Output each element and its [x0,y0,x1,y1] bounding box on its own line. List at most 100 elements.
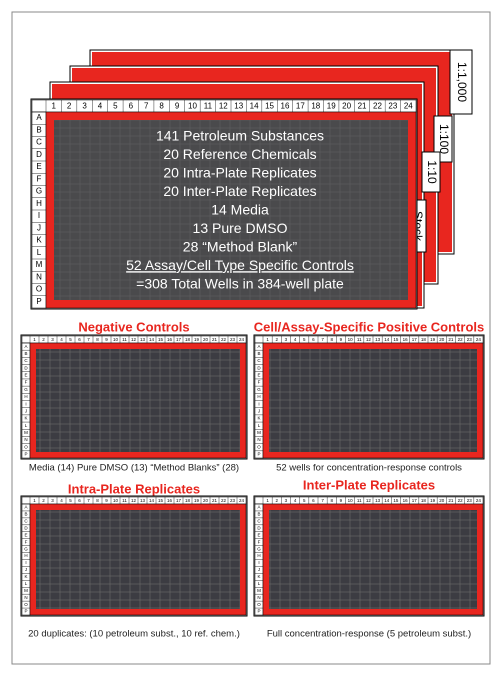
col-label: 18 [421,498,427,503]
col-label: 20 [439,498,445,503]
row-label: H [24,394,27,399]
col-label: 15 [158,498,164,503]
row-label: H [36,199,42,208]
col-label: 20 [439,337,445,342]
col-label: 21 [212,337,218,342]
row-label: N [257,437,260,442]
col-label: 24 [404,102,413,111]
col-label: 15 [393,498,399,503]
col-label: 12 [219,102,228,111]
row-label: E [24,532,27,537]
summary-line: =308 Total Wells in 384-well plate [136,276,344,292]
col-label: 13 [234,102,243,111]
col-label: 5 [69,498,72,503]
row-label: P [257,452,260,457]
row-label: C [257,358,261,363]
col-label: 9 [340,498,343,503]
row-label: I [38,211,40,220]
panel-title: Cell/Assay-Specific Positive Controls [254,319,484,334]
col-label: 6 [312,337,315,342]
row-label: B [24,512,27,517]
col-label: 24 [476,337,482,342]
col-label: 21 [358,102,367,111]
row-label: A [24,344,27,349]
col-label: 13 [140,337,146,342]
col-label: 22 [458,498,464,503]
row-label: J [258,567,260,572]
col-label: 13 [375,498,381,503]
row-label: I [25,560,26,565]
col-label: 18 [311,102,320,111]
col-label: 8 [96,337,99,342]
col-label: 23 [467,498,473,503]
col-label: 4 [60,337,63,342]
row-label: D [257,525,261,530]
col-label: 8 [96,498,99,503]
col-label: 16 [281,102,290,111]
row-label: K [24,416,27,421]
col-label: 3 [51,498,54,503]
row-label: H [24,553,27,558]
row-label: G [257,387,261,392]
row-label: P [36,297,41,306]
col-label: 20 [342,102,351,111]
row-label: G [257,546,261,551]
summary-line: 52 Assay/Cell Type Specific Controls [126,257,354,273]
col-label: 16 [167,337,173,342]
row-label: E [257,532,260,537]
col-label: 6 [312,498,315,503]
col-label: 5 [303,498,306,503]
col-label: 14 [149,337,155,342]
row-label: C [36,138,42,147]
col-label: 4 [60,498,63,503]
row-label: E [36,162,41,171]
summary-shade [54,120,408,300]
row-label: L [258,581,261,586]
summary-line: 141 Petroleum Substances [156,128,324,144]
col-label: 2 [275,498,278,503]
col-label: 11 [357,337,362,342]
col-label: 7 [321,498,324,503]
row-label: O [24,444,28,449]
plate-wells [269,349,477,452]
row-label: D [257,365,261,370]
col-label: 18 [421,337,427,342]
row-label: B [24,351,27,356]
dilution-label: 1:1,000 [455,62,469,102]
col-label: 23 [467,337,473,342]
col-label: 10 [348,337,354,342]
row-label: J [25,408,27,413]
row-label: M [24,588,28,593]
col-label: 8 [159,102,164,111]
col-label: 21 [448,337,454,342]
summary-line: 13 Pure DMSO [193,220,288,236]
row-label: N [257,595,260,600]
panel-caption: Full concentration-response (5 petroleum… [267,629,471,640]
summary-line: 20 Intra-Plate Replicates [163,165,316,181]
row-label: G [24,546,28,551]
row-label: G [24,387,28,392]
col-label: 24 [239,337,245,342]
row-label: L [37,248,42,257]
dilution-box [421,151,441,193]
col-label: 15 [265,102,274,111]
row-label: N [24,595,27,600]
row-label: D [24,525,28,530]
row-label: N [36,272,42,281]
panel-title: Inter-Plate Replicates [303,477,435,492]
row-label: G [36,187,42,196]
row-label: L [258,423,261,428]
col-label: 18 [185,337,191,342]
col-label: 4 [294,498,297,503]
row-label: I [258,560,259,565]
col-label: 1 [33,498,36,503]
row-label: P [257,609,260,614]
row-label: O [257,444,261,449]
col-label: 1 [266,498,269,503]
col-label: 15 [158,337,164,342]
col-label: 9 [175,102,180,111]
col-label: 17 [296,102,305,111]
col-label: 7 [87,337,90,342]
col-label: 11 [204,102,213,111]
col-label: 2 [42,337,45,342]
